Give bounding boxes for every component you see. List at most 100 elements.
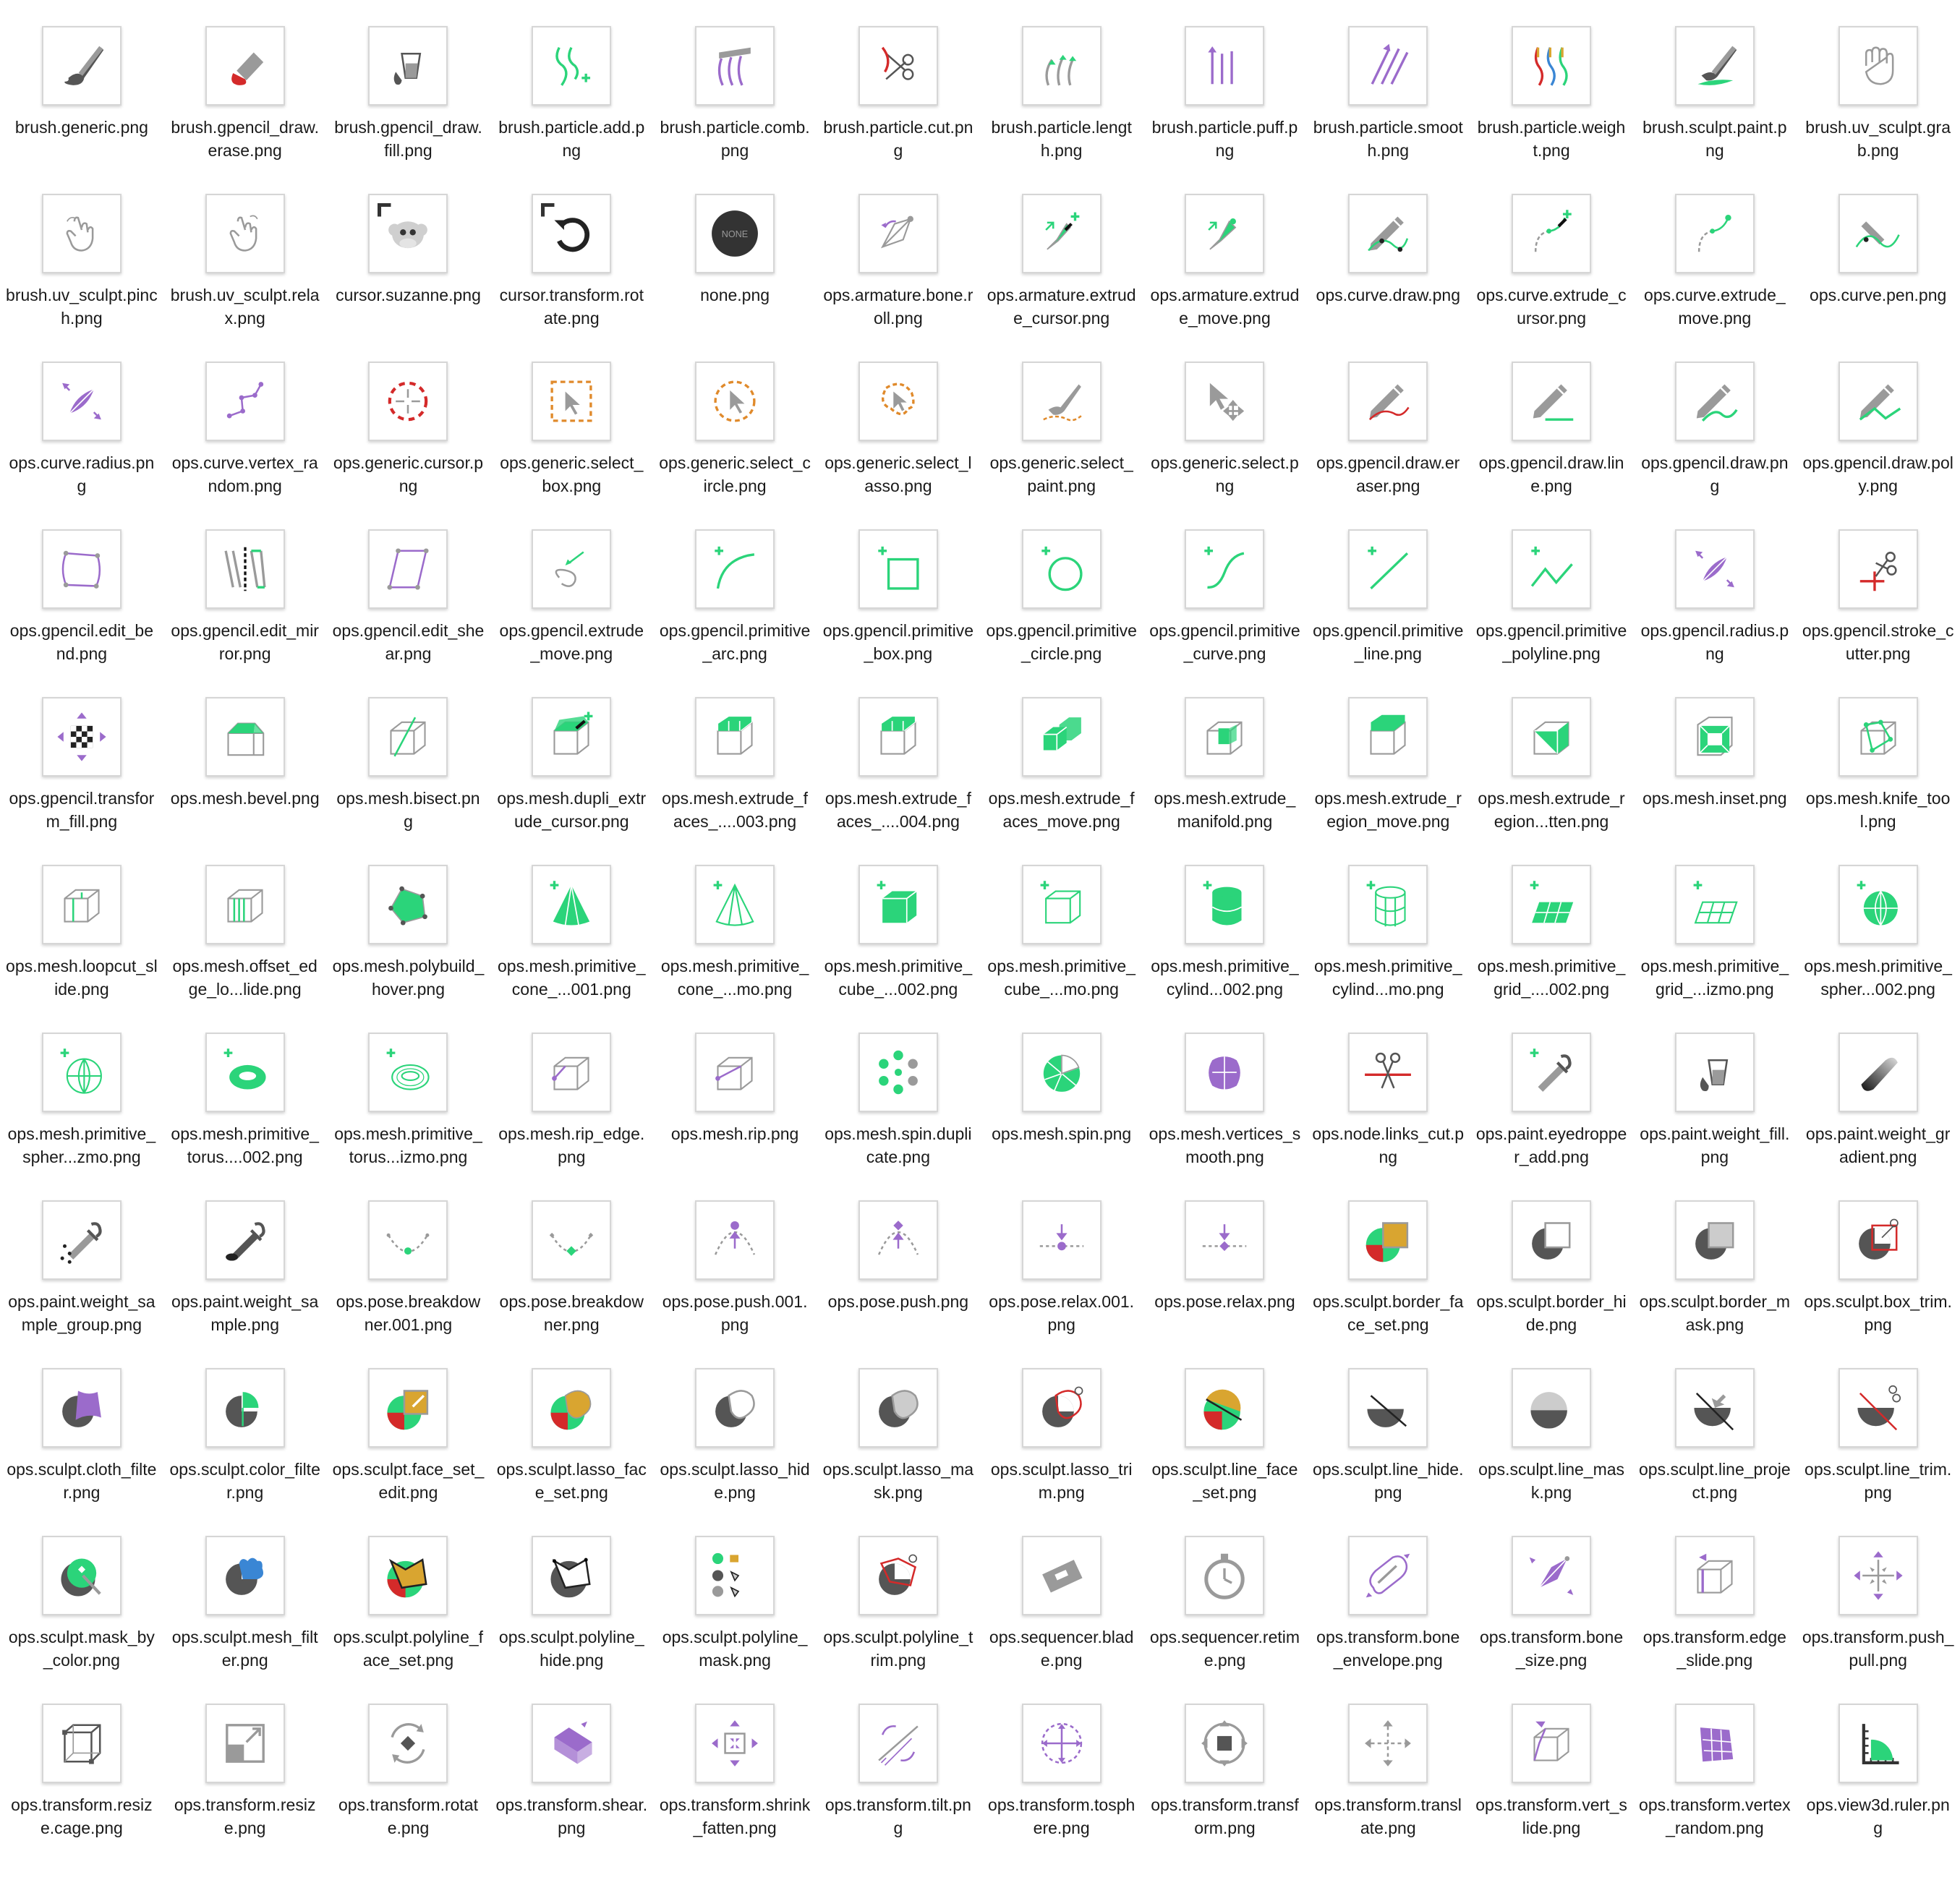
file-thumbnail[interactable] bbox=[41, 194, 122, 273]
file-name[interactable]: ops.mesh.primitive_cone_...mo.png bbox=[660, 957, 809, 999]
file-thumbnail[interactable] bbox=[1185, 1200, 1265, 1280]
file-name[interactable]: ops.gpencil.draw.poly.png bbox=[1802, 453, 1953, 495]
file-item[interactable]: ops.transform.rotate.png bbox=[327, 1683, 490, 1851]
file-thumbnail[interactable] bbox=[1674, 697, 1755, 777]
file-thumbnail[interactable] bbox=[1185, 1536, 1265, 1615]
file-thumbnail[interactable] bbox=[205, 697, 285, 777]
file-item[interactable]: ops.paint.weight_gradient.png bbox=[1797, 1012, 1960, 1180]
file-thumbnail[interactable] bbox=[1348, 1536, 1428, 1615]
file-thumbnail[interactable] bbox=[1185, 1704, 1265, 1783]
file-item[interactable]: ops.transform.resize.cage.png bbox=[0, 1683, 163, 1851]
file-thumbnail[interactable] bbox=[1838, 865, 1918, 944]
file-name[interactable]: ops.transform.bone_size.png bbox=[1479, 1628, 1624, 1670]
file-name[interactable]: ops.mesh.extrude_manifold.png bbox=[1154, 789, 1296, 831]
file-name[interactable]: ops.sequencer.blade.png bbox=[989, 1628, 1134, 1670]
file-thumbnail[interactable] bbox=[1185, 1033, 1265, 1112]
file-name[interactable]: ops.paint.weight_gradient.png bbox=[1805, 1124, 1951, 1166]
file-item[interactable]: ops.transform.shrink_fatten.png bbox=[653, 1683, 817, 1851]
file-thumbnail[interactable] bbox=[1674, 1368, 1755, 1448]
file-item[interactable]: ops.mesh.primitive_spher...zmo.png bbox=[0, 1012, 163, 1180]
file-thumbnail[interactable] bbox=[1348, 697, 1428, 777]
file-name[interactable]: ops.transform.push_pull.png bbox=[1802, 1628, 1954, 1670]
file-thumbnail[interactable] bbox=[1674, 1704, 1755, 1783]
file-thumbnail[interactable] bbox=[532, 1704, 612, 1783]
file-item[interactable]: ops.transform.edge_slide.png bbox=[1633, 1516, 1797, 1683]
file-thumbnail[interactable] bbox=[205, 1368, 285, 1448]
file-name[interactable]: ops.gpencil.draw.line.png bbox=[1478, 453, 1624, 495]
file-thumbnail[interactable] bbox=[1021, 697, 1102, 777]
file-item[interactable]: ops.sculpt.border_mask.png bbox=[1633, 1180, 1797, 1348]
file-thumbnail[interactable] bbox=[858, 362, 938, 441]
file-item[interactable]: ops.mesh.primitive_cone_...mo.png bbox=[653, 845, 817, 1012]
file-item[interactable]: ops.gpencil.primitive_polyline.png bbox=[1470, 509, 1633, 677]
file-thumbnail[interactable]: NONE bbox=[695, 194, 775, 273]
file-name[interactable]: ops.sculpt.lasso_mask.png bbox=[822, 1460, 974, 1502]
file-item[interactable]: ops.mesh.dupli_extrude_cursor.png bbox=[490, 677, 653, 845]
file-name[interactable]: ops.mesh.primitive_grid_....002.png bbox=[1477, 957, 1626, 999]
file-thumbnail[interactable] bbox=[1185, 26, 1265, 106]
file-item[interactable]: ops.pose.push.001.png bbox=[653, 1180, 817, 1348]
file-name[interactable]: ops.transform.bone_envelope.png bbox=[1316, 1628, 1460, 1670]
file-thumbnail[interactable] bbox=[532, 865, 612, 944]
file-thumbnail[interactable] bbox=[695, 865, 775, 944]
file-thumbnail[interactable] bbox=[41, 1200, 122, 1280]
file-name[interactable]: ops.sculpt.color_filter.png bbox=[169, 1460, 320, 1502]
file-thumbnail[interactable] bbox=[368, 362, 448, 441]
file-item[interactable]: ops.curve.pen.png bbox=[1797, 174, 1960, 341]
file-thumbnail[interactable] bbox=[368, 194, 448, 273]
file-thumbnail[interactable] bbox=[858, 26, 938, 106]
file-item[interactable]: ops.gpencil.edit_bend.png bbox=[0, 509, 163, 677]
file-item[interactable]: ops.sculpt.lasso_mask.png bbox=[817, 1348, 980, 1516]
file-item[interactable]: brush.sculpt.paint.png bbox=[1633, 6, 1797, 174]
file-item[interactable]: ops.mesh.bevel.png bbox=[163, 677, 327, 845]
file-name[interactable]: ops.mesh.rip_edge.png bbox=[498, 1124, 645, 1166]
file-item[interactable]: ops.gpencil.draw.poly.png bbox=[1797, 341, 1960, 509]
file-name[interactable]: ops.transform.shear.png bbox=[495, 1795, 648, 1837]
file-name[interactable]: ops.sculpt.lasso_face_set.png bbox=[496, 1460, 647, 1502]
file-item[interactable]: NONE none.png bbox=[653, 174, 817, 341]
file-item[interactable]: brush.uv_sculpt.pinch.png bbox=[0, 174, 163, 341]
file-thumbnail[interactable] bbox=[695, 529, 775, 609]
file-thumbnail[interactable] bbox=[41, 1368, 122, 1448]
file-name[interactable]: ops.mesh.knife_tool.png bbox=[1805, 789, 1951, 831]
file-item[interactable]: ops.sculpt.lasso_face_set.png bbox=[490, 1348, 653, 1516]
file-name[interactable]: ops.mesh.primitive_cube_...mo.png bbox=[987, 957, 1135, 999]
file-name[interactable]: ops.transform.resize.png bbox=[174, 1795, 316, 1837]
file-name[interactable]: ops.transform.vert_slide.png bbox=[1475, 1795, 1627, 1837]
file-name[interactable]: ops.gpencil.draw.png bbox=[1641, 453, 1789, 495]
file-thumbnail[interactable] bbox=[368, 529, 448, 609]
file-item[interactable]: ops.transform.shear.png bbox=[490, 1683, 653, 1851]
file-name[interactable]: ops.generic.select_lasso.png bbox=[825, 453, 972, 495]
file-name[interactable]: ops.pose.push.001.png bbox=[662, 1292, 808, 1334]
file-name[interactable]: ops.sculpt.box_trim.png bbox=[1804, 1292, 1952, 1334]
file-thumbnail[interactable] bbox=[1185, 529, 1265, 609]
file-thumbnail[interactable] bbox=[1512, 194, 1592, 273]
file-item[interactable]: ops.gpencil.transform_fill.png bbox=[0, 677, 163, 845]
file-thumbnail[interactable] bbox=[1512, 529, 1592, 609]
file-item[interactable]: ops.mesh.primitive_cube_...002.png bbox=[817, 845, 980, 1012]
file-thumbnail[interactable] bbox=[1838, 529, 1918, 609]
file-name[interactable]: ops.sculpt.polyline_hide.png bbox=[498, 1628, 644, 1670]
file-name[interactable]: ops.node.links_cut.png bbox=[1312, 1124, 1465, 1166]
file-name[interactable]: ops.sculpt.polyline_trim.png bbox=[823, 1628, 973, 1670]
file-item[interactable]: ops.transform.bone_envelope.png bbox=[1306, 1516, 1470, 1683]
file-thumbnail[interactable] bbox=[695, 1200, 775, 1280]
file-item[interactable]: ops.sculpt.polyline_mask.png bbox=[653, 1516, 817, 1683]
file-name[interactable]: ops.sculpt.line_mask.png bbox=[1478, 1460, 1625, 1502]
file-thumbnail[interactable] bbox=[1021, 1536, 1102, 1615]
file-thumbnail[interactable] bbox=[41, 1033, 122, 1112]
file-name[interactable]: brush.gpencil_draw.fill.png bbox=[334, 118, 482, 160]
file-name[interactable]: ops.armature.extrude_cursor.png bbox=[987, 286, 1136, 328]
file-thumbnail[interactable] bbox=[368, 1033, 448, 1112]
file-name[interactable]: ops.generic.cursor.png bbox=[333, 453, 484, 495]
file-name[interactable]: ops.mesh.primitive_cube_...002.png bbox=[824, 957, 973, 999]
file-item[interactable]: ops.sculpt.border_hide.png bbox=[1470, 1180, 1633, 1348]
file-thumbnail[interactable] bbox=[1185, 1368, 1265, 1448]
file-item[interactable]: ops.armature.extrude_cursor.png bbox=[980, 174, 1143, 341]
file-item[interactable]: ops.paint.weight_sample_group.png bbox=[0, 1180, 163, 1348]
file-name[interactable]: ops.mesh.extrude_faces_....003.png bbox=[662, 789, 809, 831]
file-name[interactable]: ops.gpencil.stroke_cutter.png bbox=[1802, 621, 1954, 663]
file-name[interactable]: ops.gpencil.draw.eraser.png bbox=[1316, 453, 1460, 495]
file-thumbnail[interactable] bbox=[1348, 1368, 1428, 1448]
file-name[interactable]: ops.gpencil.edit_shear.png bbox=[332, 621, 485, 663]
